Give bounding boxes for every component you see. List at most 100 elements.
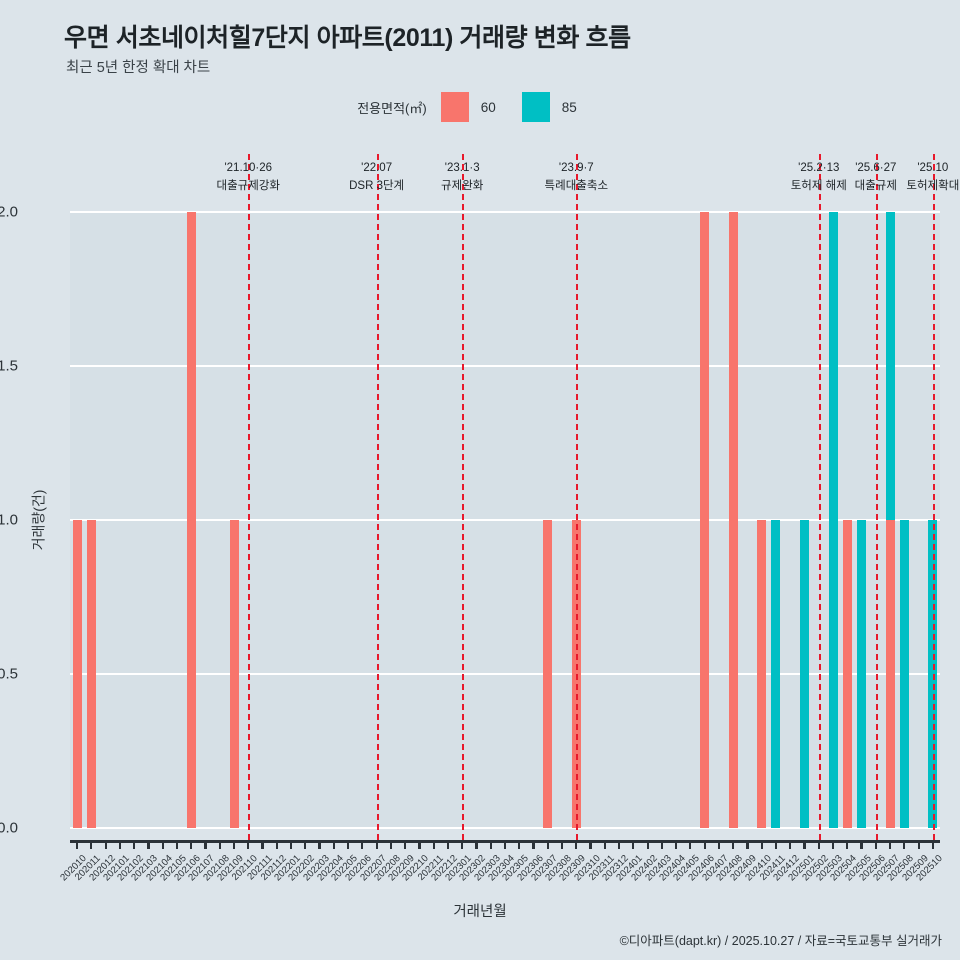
y-axis-tick-label: 0.5 bbox=[0, 665, 18, 683]
x-axis-tick bbox=[603, 840, 606, 849]
x-axis-tick bbox=[560, 840, 564, 849]
page-subtitle: 최근 5년 한정 확대 차트 bbox=[66, 60, 211, 76]
x-axis-tick bbox=[247, 840, 250, 849]
x-axis-tick bbox=[204, 840, 207, 849]
bar-60-202507[interactable] bbox=[885, 520, 895, 828]
x-axis-tick bbox=[646, 840, 649, 849]
y-axis-tick-label: 1.5 bbox=[0, 357, 18, 375]
legend-item-60[interactable]: 60 bbox=[440, 92, 522, 122]
bar-60-202307[interactable] bbox=[543, 520, 553, 828]
bar-60-202106[interactable] bbox=[186, 212, 196, 828]
x-axis-tick bbox=[689, 840, 692, 849]
bar-60-202406[interactable] bbox=[700, 212, 710, 828]
x-axis-tick bbox=[361, 840, 364, 849]
x-axis-tick bbox=[518, 840, 521, 849]
x-axis-tick bbox=[831, 840, 835, 849]
event-name: 대출규제강화 bbox=[216, 179, 281, 192]
x-axis-tick bbox=[917, 840, 920, 849]
x-axis-tick bbox=[318, 840, 321, 849]
event-annotation-202506: '25.6·27 대출규제 bbox=[855, 160, 897, 196]
event-line-202510 bbox=[932, 154, 935, 840]
x-axis-tick bbox=[475, 840, 478, 849]
gridline bbox=[70, 518, 940, 522]
x-axis-tick bbox=[218, 840, 221, 849]
event-date: '21.10·26 bbox=[224, 162, 273, 174]
x-axis-tick bbox=[789, 840, 792, 849]
bar-85-202411[interactable] bbox=[771, 520, 781, 828]
x-axis-tick bbox=[931, 840, 934, 849]
x-axis-tick bbox=[632, 840, 635, 849]
x-axis-tick bbox=[133, 840, 136, 849]
event-date: '23.9·7 bbox=[558, 162, 594, 174]
event-name: 토허제확대 bbox=[906, 179, 960, 192]
x-axis-tick bbox=[489, 840, 492, 849]
y-axis-tick-label: 1.0 bbox=[0, 511, 18, 529]
legend-title: 전용면적(㎡) bbox=[357, 100, 427, 116]
event-line-202502 bbox=[818, 154, 821, 840]
x-axis-tick bbox=[774, 840, 778, 849]
x-axis-tick bbox=[660, 840, 663, 849]
x-axis-tick bbox=[147, 840, 150, 849]
chart-plot-area bbox=[70, 154, 940, 840]
x-axis-tick bbox=[446, 840, 450, 849]
x-axis-tick bbox=[817, 840, 820, 849]
x-axis-tick bbox=[903, 840, 906, 849]
bar-85-202507[interactable] bbox=[885, 212, 895, 520]
bar-60-202504[interactable] bbox=[842, 520, 852, 828]
y-axis-tick-label: 0.0 bbox=[0, 819, 18, 837]
event-date: '25.2·13 bbox=[798, 162, 840, 174]
bar-85-202503[interactable] bbox=[828, 212, 838, 828]
event-name: DSR 3단계 bbox=[349, 179, 405, 192]
x-axis-tick bbox=[888, 840, 892, 849]
event-line-202207 bbox=[376, 154, 379, 840]
bar-85-202501[interactable] bbox=[800, 520, 809, 828]
legend-swatch-85 bbox=[521, 92, 550, 122]
x-axis-tick bbox=[76, 840, 79, 849]
bar-60-202010[interactable] bbox=[72, 520, 82, 828]
bar-60-202408[interactable] bbox=[728, 212, 738, 828]
event-annotation-202309: '23.9·7 특례대출축소 bbox=[545, 160, 608, 196]
x-axis-tick bbox=[675, 840, 678, 849]
legend-item-85[interactable]: 85 bbox=[521, 92, 603, 122]
x-axis-tick bbox=[161, 840, 164, 849]
x-axis-tick bbox=[347, 840, 350, 849]
x-axis-tick bbox=[617, 840, 621, 849]
bar-85-202508[interactable] bbox=[899, 520, 909, 828]
x-axis-tick bbox=[461, 840, 464, 849]
event-date: '23.1·3 bbox=[444, 162, 480, 174]
x-axis-tick bbox=[874, 840, 877, 849]
x-axis-tick bbox=[375, 840, 378, 849]
event-line-202506 bbox=[875, 154, 878, 840]
chart-footer-credit: ©디아파트(dapt.kr) / 2025.10.27 / 자료=국토교통부 실… bbox=[619, 934, 942, 948]
bar-85-202505[interactable] bbox=[857, 520, 867, 828]
event-date: '25.6·27 bbox=[855, 162, 897, 174]
x-axis-tick bbox=[432, 840, 435, 849]
gridline bbox=[70, 210, 940, 214]
x-axis-tick bbox=[503, 840, 507, 849]
x-axis-tick bbox=[332, 840, 335, 849]
x-axis-tick bbox=[275, 840, 278, 849]
event-annotation-202207: '22.07 DSR 3단계 bbox=[349, 160, 404, 196]
event-annotation-202301: '23.1·3 규제완화 bbox=[441, 160, 483, 196]
x-axis-tick bbox=[703, 840, 706, 849]
gridline bbox=[70, 826, 940, 830]
x-axis-tick bbox=[90, 840, 93, 849]
x-axis-label: 거래년월 bbox=[453, 904, 507, 920]
x-axis-tick bbox=[118, 840, 121, 849]
x-axis-tick bbox=[304, 840, 307, 849]
x-axis-tick bbox=[746, 840, 749, 849]
x-axis-tick bbox=[846, 840, 849, 849]
y-axis-label: 거래량(건) bbox=[30, 489, 47, 551]
x-axis-tick bbox=[289, 840, 293, 849]
y-axis-tick-label: 2.0 bbox=[0, 203, 18, 221]
event-line-202110 bbox=[248, 154, 251, 840]
x-axis-tick bbox=[575, 840, 578, 849]
event-name: 규제완화 bbox=[441, 179, 484, 192]
bar-60-202011[interactable] bbox=[86, 520, 96, 828]
x-axis-tick bbox=[546, 840, 549, 849]
chart-legend: 전용면적(㎡) 60 85 bbox=[0, 92, 960, 122]
x-axis-tick bbox=[760, 840, 763, 849]
bar-60-202109[interactable] bbox=[229, 520, 239, 828]
bar-60-202410[interactable] bbox=[757, 520, 767, 828]
x-axis-tick bbox=[717, 840, 721, 849]
